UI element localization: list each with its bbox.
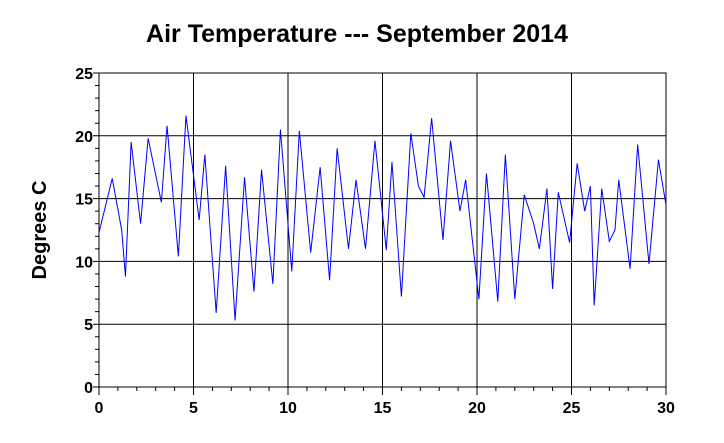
x-tick-label: 10 <box>279 400 297 417</box>
x-tick-label: 5 <box>189 400 198 417</box>
data-line <box>98 115 667 321</box>
y-tick-label: 0 <box>84 380 93 397</box>
y-tick-label: 20 <box>75 129 93 146</box>
x-tick-label: 15 <box>374 400 392 417</box>
x-tick-label: 20 <box>468 400 486 417</box>
x-tick-label: 25 <box>563 400 581 417</box>
y-tick-label: 10 <box>75 254 93 271</box>
x-tick-label: 30 <box>657 400 675 417</box>
y-tick-label: 25 <box>75 66 93 83</box>
x-tick-label: 0 <box>95 400 104 417</box>
plot-frame <box>98 72 667 388</box>
chart-title: Air Temperature --- September 2014 <box>146 20 568 48</box>
y-axis-label: Degrees C <box>29 181 51 280</box>
y-tick-label: 5 <box>84 317 93 334</box>
y-tick-label: 15 <box>75 192 93 209</box>
